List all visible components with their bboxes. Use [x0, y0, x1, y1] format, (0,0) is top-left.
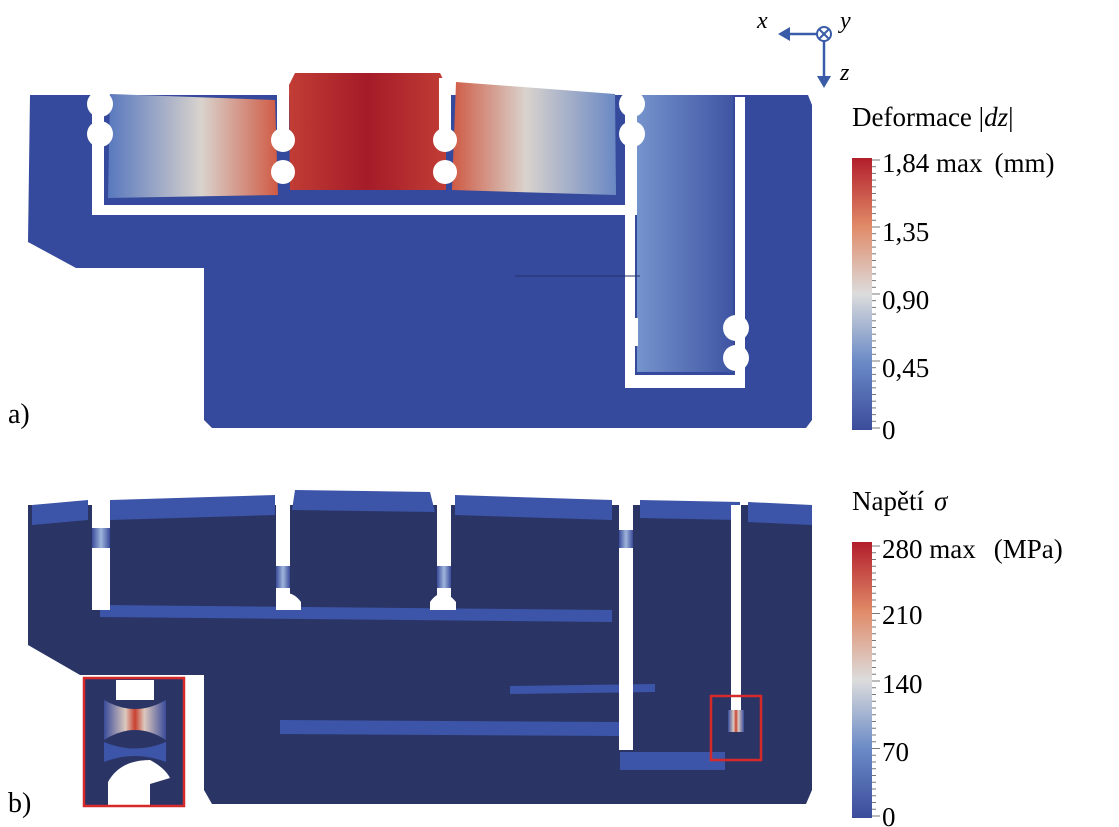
colorbar-a: Deformace |dz| 1,84 max (mm) 1,35 0,90 0,…: [852, 102, 1055, 445]
colorbar-a-tick-4: 0: [882, 415, 896, 445]
colorbar-a-max-label: 1,84 max (mm): [882, 148, 1055, 178]
segment-2-a: [289, 73, 446, 190]
colorbar-b: Napětí σ 280 max (MPa) 210 140 70 0: [852, 486, 1063, 827]
panel-b-model: [28, 490, 812, 804]
colorbar-b-tick-1: 210: [882, 600, 923, 630]
hotspot-highlight-box: [709, 694, 763, 762]
x-axis-label: x: [756, 8, 768, 34]
y-axis-label: y: [838, 8, 851, 34]
colorbar-b-tick-3: 70: [882, 737, 909, 767]
axes-triad: x y z: [756, 8, 851, 88]
z-axis-label: z: [839, 60, 850, 86]
panel-a-label: a): [8, 399, 30, 430]
panel-b-label: b): [8, 788, 31, 819]
colorbar-b-tick-2: 140: [882, 669, 923, 699]
colorbar-b-max-label: 280 max (MPa): [882, 534, 1063, 564]
colorbar-a-title: Deformace |dz|: [852, 102, 1014, 132]
panel-a-model: [28, 73, 812, 635]
segment-3-a: [452, 82, 616, 195]
colorbar-a-tick-3: 0,45: [882, 353, 929, 383]
colorbar-a-tick-2: 0,90: [882, 285, 929, 315]
segment-4-a: [637, 95, 733, 372]
colorbar-a-tick-1: 1,35: [882, 217, 929, 247]
colorbar-b-title: Napětí σ: [852, 486, 949, 516]
colorbar-b-gradient: [852, 542, 872, 818]
colorbar-a-gradient: [852, 158, 872, 430]
colorbar-b-tick-4: 0: [882, 802, 896, 827]
segment-1-a: [108, 94, 278, 198]
z-axis-arrowhead: [817, 76, 831, 88]
inset-zoom-hinge: [82, 676, 186, 808]
hinge-holes-a: [87, 78, 749, 635]
x-axis-arrowhead: [778, 27, 790, 41]
